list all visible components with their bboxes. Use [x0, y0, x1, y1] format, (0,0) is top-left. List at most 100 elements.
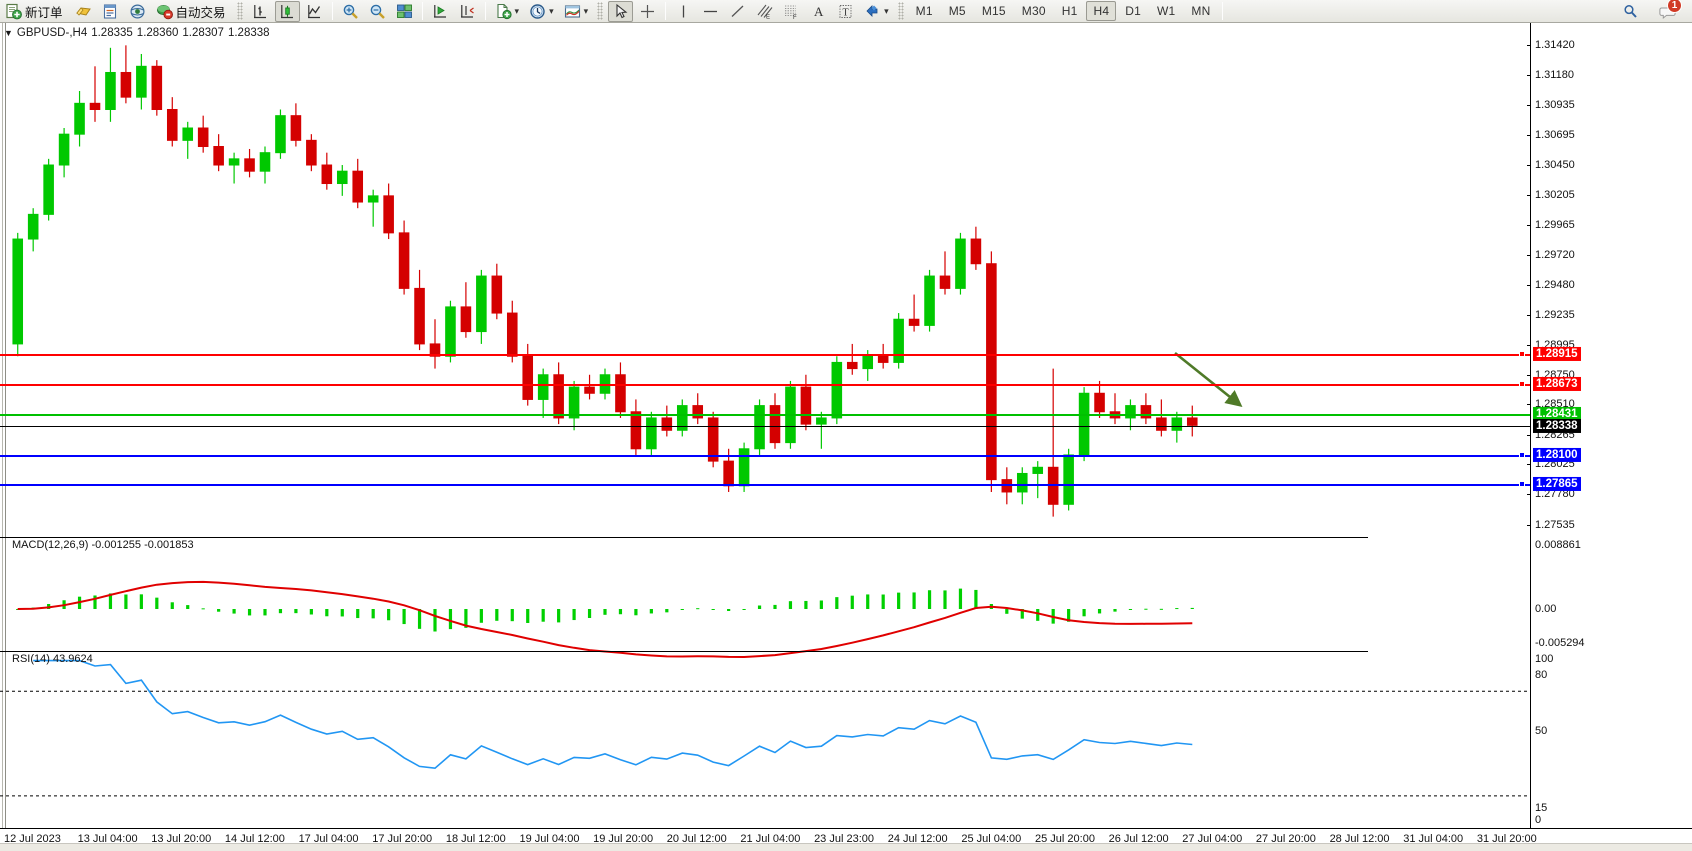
timeframe-d1-button[interactable]: D1: [1125, 4, 1141, 18]
macd-tick: 0.008861: [1535, 539, 1581, 551]
market-watch-button[interactable]: [71, 1, 96, 22]
trendline-button[interactable]: [725, 1, 750, 22]
template-icon: [564, 4, 580, 18]
line-chart-icon: [307, 4, 320, 18]
price-level-handle[interactable]: [1519, 480, 1525, 487]
candle: [615, 362, 626, 418]
vertical-line-button[interactable]: [671, 1, 696, 22]
toolbar-grip-2[interactable]: [597, 2, 604, 20]
zoom-in-button[interactable]: [338, 1, 363, 22]
candle: [816, 411, 827, 449]
macd-histogram-bar: [943, 590, 947, 609]
time-tick-label: 13 Jul 04:00: [77, 833, 138, 845]
price-tick: 1.31420: [1527, 39, 1575, 51]
candle: [476, 269, 487, 344]
macd-tick: 0.00: [1535, 603, 1557, 615]
candle: [228, 152, 240, 184]
macd-histogram-bar: [912, 592, 916, 609]
price-level-tag-resistance[interactable]: 1.28673: [1533, 377, 1581, 392]
toolbar-separator-4: [665, 2, 667, 20]
templates-button[interactable]: ▾: [560, 1, 593, 22]
price-plot[interactable]: MACD(12,26,9) -0.001255 -0.001853 RSI(14…: [0, 23, 1530, 828]
timeframe-m30-button[interactable]: M30: [1021, 4, 1046, 18]
macd-histogram-bar: [1082, 609, 1086, 617]
bar-chart-button[interactable]: [248, 1, 273, 22]
pointer-icon: [616, 3, 628, 18]
symbol-name: GBPUSD-,H4: [16, 27, 88, 39]
price-level-tag-support[interactable]: 1.27865: [1533, 476, 1581, 491]
candle: [244, 148, 255, 178]
chart-menu-arrow-icon[interactable]: ▼: [4, 28, 13, 38]
new-order-button[interactable]: 新订单: [1, 1, 69, 22]
candle: [1140, 393, 1152, 425]
candle: [1171, 411, 1183, 443]
rsi-pane-separator: [0, 651, 1368, 652]
arrows-button[interactable]: ▾: [860, 1, 893, 22]
macd-histogram-bar: [479, 609, 483, 623]
candle: [831, 356, 843, 425]
price-level-line-support[interactable]: [0, 454, 1530, 457]
timeframe-w1-button[interactable]: W1: [1156, 4, 1176, 18]
macd-histogram-bar: [665, 609, 669, 613]
candle: [259, 146, 271, 184]
tile-windows-button[interactable]: [392, 1, 417, 22]
candle: [584, 374, 595, 400]
time-tick-label: 17 Jul 04:00: [298, 833, 359, 845]
fibonacci-button[interactable]: F: [779, 1, 804, 22]
chart-shift-icon: [460, 4, 474, 18]
price-level-handle[interactable]: [1519, 351, 1525, 358]
timeframe-h1-button[interactable]: H1: [1061, 4, 1078, 18]
line-chart-button[interactable]: [302, 1, 327, 22]
text-label-button[interactable]: T: [833, 1, 858, 22]
price-level-tag-current[interactable]: 1.28338: [1533, 418, 1581, 433]
macd-histogram-bar: [881, 594, 885, 609]
zoom-out-icon: [370, 4, 385, 19]
search-button[interactable]: [1618, 1, 1643, 22]
price-scale[interactable]: 1.31420 1.31180 1.30935 1.30695 1.30450 1.302…: [1527, 23, 1692, 828]
candlestick-chart-button[interactable]: [274, 0, 300, 22]
chart-area[interactable]: ▼ GBPUSD-,H4 1.28335 1.28360 1.28307 1.2…: [0, 23, 1692, 828]
price-level-handle[interactable]: [1519, 381, 1525, 388]
timeframe-h4-button[interactable]: H4: [1086, 1, 1117, 21]
price-level-handle[interactable]: [1519, 451, 1525, 458]
text-tool-button[interactable]: A: [806, 1, 831, 22]
crosshair-tool-button[interactable]: [635, 1, 660, 22]
scroll-chart-end-button[interactable]: [428, 1, 453, 22]
time-tick-label: 17 Jul 20:00: [372, 833, 433, 845]
autotrading-button[interactable]: 自动交易: [152, 1, 232, 22]
period-button[interactable]: ▾: [525, 1, 558, 22]
chart-shift-button[interactable]: [455, 1, 480, 22]
price-level-tag-resistance[interactable]: 1.28915: [1533, 347, 1581, 362]
time-tick-label: 18 Jul 12:00: [445, 833, 506, 845]
navigator-button[interactable]: [125, 1, 150, 22]
timeframe-m5-button[interactable]: M5: [948, 4, 966, 18]
price-level-tag-support[interactable]: 1.28100: [1533, 447, 1581, 462]
candle: [1156, 399, 1167, 437]
candle: [769, 393, 781, 449]
price-level-line-resistance[interactable]: [0, 384, 1530, 387]
horizontal-line-button[interactable]: [698, 1, 723, 22]
timeframe-mn-button[interactable]: MN: [1191, 4, 1211, 18]
price-level-tag-support[interactable]: 1.28431: [1533, 407, 1581, 422]
price-level-line-current[interactable]: [0, 425, 1530, 427]
time-tick-label: 23 Jul 23:00: [814, 833, 874, 845]
indicators-button[interactable]: ▾: [491, 1, 524, 22]
toolbar-grip-3[interactable]: [897, 2, 904, 20]
equidistant-channel-button[interactable]: E: [752, 1, 777, 22]
alerts-button[interactable]: 1: [1655, 0, 1682, 22]
timeframe-m1-button[interactable]: M1: [915, 4, 933, 18]
cursor-tool-button[interactable]: [608, 0, 634, 22]
candle: [166, 97, 178, 147]
candle: [27, 208, 39, 252]
price-level-line-support[interactable]: [0, 414, 1530, 417]
candle: [568, 380, 580, 431]
macd-histogram-bar: [1175, 608, 1179, 610]
price-level-line-resistance[interactable]: [0, 354, 1530, 357]
gold-bar-icon: [75, 6, 91, 16]
toolbar-grip-1[interactable]: [236, 2, 243, 20]
data-window-button[interactable]: [98, 1, 123, 22]
zoom-out-button[interactable]: [365, 1, 390, 22]
price-level-line-support[interactable]: [0, 483, 1530, 486]
time-tick-label: 14 Jul 12:00: [224, 833, 285, 845]
timeframe-m15-button[interactable]: M15: [981, 4, 1006, 18]
